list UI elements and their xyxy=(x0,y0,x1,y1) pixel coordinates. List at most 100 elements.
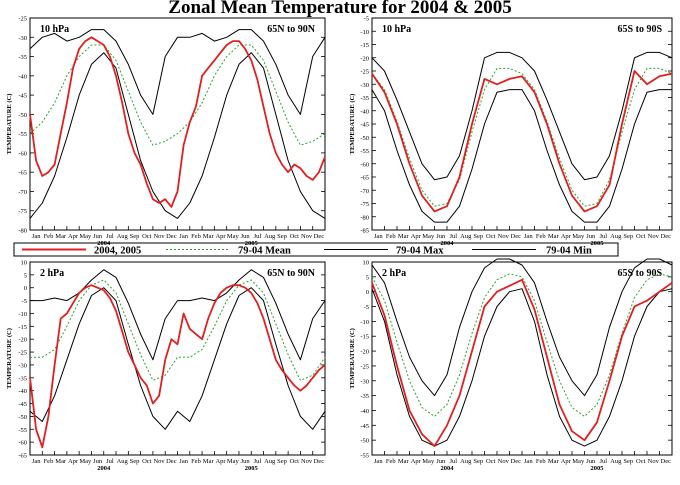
x-tick-label: Feb xyxy=(191,233,201,240)
series-line-max xyxy=(371,51,673,181)
x-tick-label: Aug xyxy=(610,233,622,240)
y-tick-label: -20 xyxy=(360,349,369,356)
x-tick-label: Apr xyxy=(561,458,572,465)
series-line-mean xyxy=(29,44,326,146)
x-tick-label: Jul xyxy=(106,233,114,240)
y-tick-label: -15 xyxy=(360,334,369,341)
y-tick-label: -75 xyxy=(360,201,369,208)
legend-label-mean: 79-04 Mean xyxy=(238,246,291,257)
x-tick-label: May xyxy=(227,458,240,465)
x-tick-label: Dec xyxy=(166,458,177,465)
y-axis-label: TEMPERATURE (C) xyxy=(6,94,13,155)
y-tick-label: -25 xyxy=(360,69,369,76)
x-tick-label: Jan xyxy=(524,458,533,465)
y-tick-label: -5 xyxy=(22,298,27,305)
y-tick-label: -25 xyxy=(18,16,27,23)
x-tick-label: Nov xyxy=(648,458,660,465)
y-tick-label: -70 xyxy=(360,188,369,195)
x-tick-label: May xyxy=(79,458,92,465)
y-tick-label: -85 xyxy=(360,228,369,235)
x-tick-label: Oct xyxy=(486,233,496,240)
y-axis-label: TEMPERATURE (C) xyxy=(349,94,356,155)
x-tick-label: Jan xyxy=(32,233,41,240)
y-tick-label: -15 xyxy=(360,42,369,49)
y-axis-label: TEMPERATURE (C) xyxy=(349,328,356,389)
y-tick-label: -25 xyxy=(360,363,369,370)
chart-title: Zonal Mean Temperature for 2004 & 2005 xyxy=(168,0,512,18)
y-tick-label: -60 xyxy=(360,161,369,168)
series-line-max xyxy=(371,258,673,397)
x-tick-label: Oct xyxy=(486,458,496,465)
x-tick-label: Nov xyxy=(301,233,313,240)
panel-region-label: 65N to 90N xyxy=(267,24,316,35)
panel-n2: -65-60-55-50-45-40-35-30-25-20-15-10-505… xyxy=(6,260,326,472)
x-tick-label: Jul xyxy=(599,458,607,465)
x-tick-label: Nov xyxy=(648,233,660,240)
y-tick-label: -75 xyxy=(18,208,27,215)
year-label: 2005 xyxy=(245,240,259,247)
x-tick-label: Oct xyxy=(290,233,300,240)
x-tick-label: Sep xyxy=(277,458,287,465)
x-tick-label: May xyxy=(79,233,92,240)
y-tick-label: -40 xyxy=(18,73,27,80)
x-tick-label: Jul xyxy=(449,458,457,465)
x-tick-label: Oct xyxy=(290,458,300,465)
y-tick-label: -55 xyxy=(360,148,369,155)
x-tick-label: Jul xyxy=(254,458,262,465)
year-label: 2004 xyxy=(441,465,455,472)
x-tick-label: Jun xyxy=(241,233,251,240)
y-tick-label: -35 xyxy=(18,54,27,61)
x-tick-label: Oct xyxy=(142,458,152,465)
year-label: 2005 xyxy=(591,465,605,472)
x-tick-label: Mar xyxy=(55,233,67,240)
x-tick-label: Jul xyxy=(106,458,114,465)
panel-region-label: 65S to 90S xyxy=(618,24,663,35)
y-tick-label: -50 xyxy=(360,438,369,445)
y-tick-label: -70 xyxy=(18,189,27,196)
x-tick-label: Nov xyxy=(301,458,313,465)
x-tick-label: Feb xyxy=(44,233,54,240)
y-tick-label: -50 xyxy=(18,112,27,119)
x-tick-label: May xyxy=(572,458,585,465)
x-tick-label: Aug xyxy=(460,458,472,465)
y-tick-label: 0 xyxy=(366,289,369,296)
panel-pressure-label: 10 hPa xyxy=(382,24,411,35)
y-tick-label: -60 xyxy=(18,150,27,157)
x-tick-label: Aug xyxy=(610,458,622,465)
x-tick-label: Dec xyxy=(314,458,325,465)
x-tick-label: Jun xyxy=(93,458,103,465)
y-tick-label: 5 xyxy=(366,274,369,281)
legend: 2004, 2005 79-04 Mean 79-04 Max 79-04 Mi… xyxy=(13,242,619,257)
x-tick-label: Dec xyxy=(314,233,325,240)
panel-region-label: 65S to 90S xyxy=(618,268,663,279)
series-line-obs xyxy=(371,278,673,448)
year-label: 2004 xyxy=(97,465,111,472)
x-tick-label: Apr xyxy=(215,458,226,465)
x-tick-label: Sep xyxy=(277,233,287,240)
y-tick-label: -30 xyxy=(18,35,27,42)
year-label: 2004 xyxy=(441,240,455,247)
y-tick-label: -55 xyxy=(18,427,27,434)
series-line-obs xyxy=(371,70,673,213)
y-tick-label: 5 xyxy=(24,272,27,279)
y-tick-label: -60 xyxy=(18,440,27,447)
x-tick-label: May xyxy=(572,233,585,240)
y-tick-label: -10 xyxy=(360,319,369,326)
y-tick-label: -35 xyxy=(360,95,369,102)
y-tick-label: -40 xyxy=(360,408,369,415)
x-tick-label: Aug xyxy=(264,458,276,465)
y-tick-label: -80 xyxy=(18,228,27,235)
x-tick-label: Jun xyxy=(436,458,446,465)
x-tick-label: Apr xyxy=(411,233,422,240)
x-tick-label: Jan xyxy=(179,233,188,240)
x-tick-label: Jan xyxy=(374,458,383,465)
x-tick-label: Feb xyxy=(386,233,396,240)
series-line-min xyxy=(371,89,672,223)
y-tick-label: -80 xyxy=(360,214,369,221)
y-tick-label: -45 xyxy=(360,122,369,129)
x-tick-label: Aug xyxy=(117,458,129,465)
x-tick-label: Feb xyxy=(386,458,396,465)
x-tick-label: Jun xyxy=(586,233,596,240)
y-tick-label: -10 xyxy=(18,311,27,318)
plot-frame xyxy=(29,17,326,231)
